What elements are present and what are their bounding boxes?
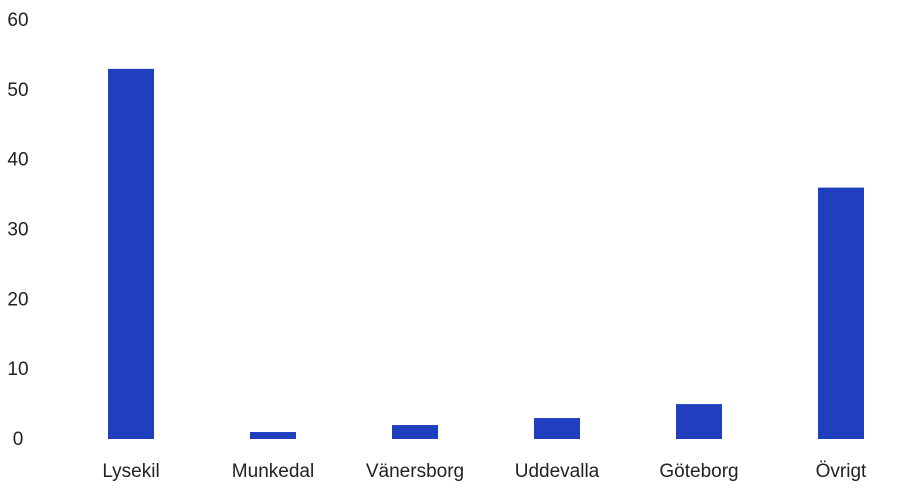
y-tick-label: 0 <box>13 429 24 450</box>
y-tick-label: 40 <box>7 150 28 171</box>
bar-övrigt <box>818 187 864 439</box>
y-tick-label: 20 <box>7 289 28 310</box>
bar-munkedal <box>250 432 296 439</box>
x-category-label: Uddevalla <box>515 461 600 482</box>
x-category-label: Göteborg <box>659 461 738 482</box>
x-category-label: Lysekil <box>102 461 159 482</box>
y-tick-label: 10 <box>7 359 28 380</box>
bars-group <box>108 68 864 439</box>
x-category-label: Övrigt <box>816 461 867 482</box>
y-tick-label: 50 <box>7 80 28 101</box>
y-tick-label: 30 <box>7 220 28 241</box>
y-axis-ticks: 0 10 20 30 40 50 60 <box>7 10 28 450</box>
x-axis-labels: Lysekil Munkedal Vänersborg Uddevalla Götebo… <box>102 461 867 482</box>
x-category-label: Vänersborg <box>366 461 464 482</box>
y-tick-label: 60 <box>7 10 28 31</box>
bar-vänersborg <box>392 425 438 439</box>
x-category-label: Munkedal <box>232 461 314 482</box>
bar-uddevalla <box>534 418 580 439</box>
bar-lysekil <box>108 68 154 439</box>
bar-göteborg <box>676 404 722 439</box>
